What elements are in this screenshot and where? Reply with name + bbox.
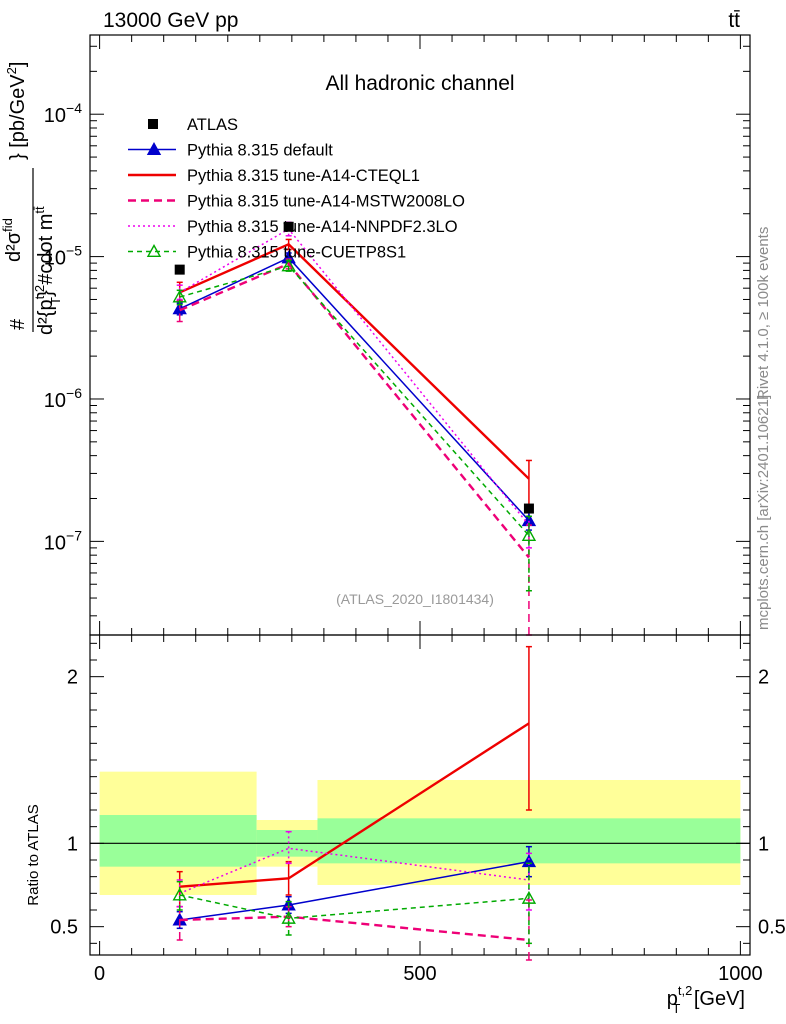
ratio-marker: [281, 910, 296, 924]
ratio-series-4: [172, 862, 537, 945]
y-tick-label: 10−6: [44, 385, 82, 412]
main-marker: [521, 528, 537, 541]
main-series-0: [172, 250, 537, 531]
legend-entry-3: Pythia 8.315 tune-A14-MSTW2008LO: [128, 193, 465, 211]
band-inner-0: [99, 815, 257, 867]
legend-entry-2: Pythia 8.315 tune-A14-CTEQL1: [128, 167, 420, 185]
y-tick-label: 10−4: [44, 100, 82, 127]
y-tick-label-right: 0.5: [758, 917, 786, 939]
ylabel-unit: } [pb/GeV2]: [4, 62, 29, 160]
legend-label: Pythia 8.315 tune-CUETP8S1: [187, 244, 406, 262]
y-tick-label-right: 1: [758, 833, 769, 855]
rivet-label: Rivet 4.1.0, ≥ 100k events: [755, 227, 772, 400]
legend-label: ATLAS: [187, 116, 238, 134]
ratio-marker: [172, 887, 187, 901]
y-tick-label: 10−5: [44, 243, 82, 270]
legend-label: Pythia 8.315 tune-A14-NNPDF2.3LO: [187, 218, 458, 236]
y-tick-label-right: 2: [758, 667, 769, 689]
main-line-3: [179, 228, 530, 526]
ylabel-hash: #: [7, 318, 29, 330]
main-series-2: [176, 258, 532, 636]
analysis-label: (ATLAS_2020_I1801434): [336, 591, 494, 607]
main-line-0: [179, 256, 530, 522]
legend: ATLAS Pythia 8.315 default Pythia 8.315 tu…: [128, 116, 465, 262]
beam-label: 13000 GeV pp: [103, 9, 238, 32]
main-line-1: [179, 242, 530, 480]
y-tick-label: 1: [67, 833, 78, 855]
y-tick-label: 10−7: [44, 527, 82, 554]
main-series-4: [172, 258, 537, 592]
legend-label: Pythia 8.315 tune-A14-MSTW2008LO: [187, 193, 465, 211]
legend-label: Pythia 8.315 tune-A14-CTEQL1: [187, 167, 420, 185]
ratio-bands: [99, 771, 741, 895]
ratio-line-2: [179, 915, 530, 942]
main-marker: [172, 289, 187, 303]
x-tick-label: 1000: [718, 963, 763, 985]
ylabel-num: d²σfid: [0, 218, 25, 262]
x-axis-label: pt,2 T [GeV]: [667, 983, 745, 1016]
chart-title: All hadronic channel: [325, 72, 514, 95]
y-tick-label: 2: [67, 667, 78, 689]
ylabel-den: d²{pt,2T} #cdot mtt̄: [32, 206, 63, 335]
mcplots-label: mcplots.cern.ch [arXiv:2401.10621]: [755, 395, 772, 630]
main-series-layer: [172, 221, 537, 636]
legend-marker: [146, 142, 162, 156]
atlas-point: [523, 503, 534, 514]
legend-marker: [146, 244, 162, 257]
x-tick-label: 500: [403, 963, 436, 985]
atlas-point: [174, 264, 185, 275]
ratio-series-1: [176, 645, 532, 908]
x-tick-label: 0: [94, 963, 105, 985]
ratio-marker: [521, 890, 537, 904]
ratio-series-2: [176, 899, 532, 961]
legend-entry-5: Pythia 8.315 tune-CUETP8S1: [128, 244, 406, 262]
ratio-panel: 0 500 1000 0.5 0.5 1 1 2 2: [50, 634, 786, 985]
main-marker: [281, 258, 296, 272]
legend-entry-1: Pythia 8.315 default: [128, 142, 333, 160]
legend-label: Pythia 8.315 default: [187, 142, 333, 160]
y-tick-label: 0.5: [50, 917, 78, 939]
main-line-4: [179, 265, 530, 536]
ratio-series-layer: [172, 645, 537, 961]
legend-entry-4: Pythia 8.315 tune-A14-NNPDF2.3LO: [128, 218, 458, 236]
legend-entry-0: ATLAS: [148, 116, 238, 134]
ratio-line-4: [179, 894, 529, 920]
main-y-axis-label: # d²σfid d²{pt,2T} #cdot mtt̄ } [pb/GeV2…: [0, 62, 63, 335]
ratio-y-axis-label: Ratio to ATLAS: [25, 804, 42, 905]
atlas-point: [283, 221, 294, 232]
process-label: tt̄: [728, 9, 740, 32]
legend-marker-atlas: [148, 119, 158, 129]
